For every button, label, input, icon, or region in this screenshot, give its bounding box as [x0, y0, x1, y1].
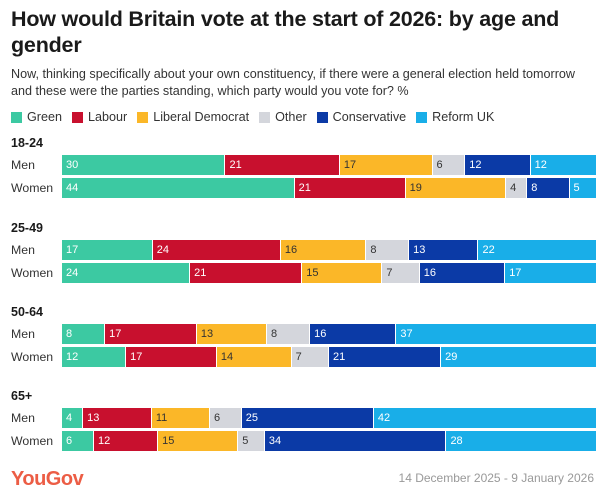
bar-segment-reform-uk: 37 [396, 324, 596, 344]
row-label-women: Women [11, 266, 54, 280]
legend-swatch [416, 111, 428, 123]
bar-segment-other: 7 [382, 263, 420, 283]
legend-label: Labour [88, 110, 128, 124]
group-label-65: 65+ [11, 389, 33, 403]
bar-segment-reform-uk: 28 [446, 431, 596, 451]
bar-segment-conservative: 13 [409, 240, 479, 260]
bar-segment-other: 7 [291, 347, 329, 367]
row-label-women: Women [11, 350, 54, 364]
bar-segment-liberal-democrat: 11 [151, 408, 211, 428]
bar-segment-other: 4 [506, 178, 528, 198]
legend-item-labour: Labour [72, 110, 127, 124]
legend: Green Labour Liberal Democrat Other Conserva… [11, 110, 504, 124]
legend-swatch [259, 111, 271, 123]
bar-segment-reform-uk: 5 [569, 178, 596, 198]
bar-segment-labour: 21 [225, 155, 340, 175]
bar-segment-green: 12 [62, 347, 127, 367]
chart-subtitle: Now, thinking specifically about your ow… [11, 67, 575, 98]
bar-segment-labour: 24 [152, 240, 281, 260]
bar-segment-conservative: 12 [465, 155, 531, 175]
bar-segment-liberal-democrat: 15 [302, 263, 383, 283]
bar-segment-reform-uk: 12 [530, 155, 596, 175]
bar-segment-conservative: 34 [264, 431, 447, 451]
bar-segment-liberal-democrat: 19 [405, 178, 507, 198]
bar-50-64-women: 12 17 14 7 21 29 [62, 347, 596, 367]
group-label-18-24: 18-24 [11, 136, 43, 150]
row-label-men: Men [11, 158, 35, 172]
legend-item-reform-uk: Reform UK [416, 110, 494, 124]
bar-segment-liberal-democrat: 17 [339, 155, 433, 175]
bar-segment-liberal-democrat: 14 [216, 347, 292, 367]
bar-segment-conservative: 16 [310, 324, 397, 344]
group-label-25-49: 25-49 [11, 221, 43, 235]
legend-label: Reform UK [432, 110, 495, 124]
bar-segment-other: 8 [366, 240, 410, 260]
legend-label: Conservative [332, 110, 407, 124]
legend-swatch [72, 111, 84, 123]
bar-segment-reform-uk: 22 [478, 240, 596, 260]
group-label-50-64: 50-64 [11, 305, 43, 319]
legend-item-liberal-democrat: Liberal Democrat [137, 110, 249, 124]
bar-segment-reform-uk: 42 [373, 408, 596, 428]
legend-label: Other [275, 110, 307, 124]
legend-swatch [137, 111, 149, 123]
bar-segment-labour: 21 [190, 263, 303, 283]
bar-segment-green: 17 [62, 240, 153, 260]
bar-segment-other: 6 [210, 408, 242, 428]
bar-50-64-men: 8 17 13 8 16 37 [62, 324, 596, 344]
bar-segment-labour: 17 [105, 324, 197, 344]
bar-segment-reform-uk: 29 [441, 347, 596, 367]
row-label-women: Women [11, 434, 54, 448]
bar-segment-green: 24 [62, 263, 191, 283]
bar-segment-labour: 13 [83, 408, 152, 428]
bar-18-24-men: 30 21 17 6 12 12 [62, 155, 596, 175]
bar-25-49-women: 24 21 15 7 16 17 [62, 263, 596, 283]
bar-segment-liberal-democrat: 15 [158, 431, 239, 451]
row-label-men: Men [11, 411, 35, 425]
bar-segment-conservative: 21 [328, 347, 442, 367]
row-label-women: Women [11, 181, 54, 195]
bar-65-women: 6 12 15 5 34 28 [62, 431, 596, 451]
bar-segment-green: 4 [62, 408, 84, 428]
bar-segment-labour: 12 [94, 431, 159, 451]
bar-segment-other: 6 [432, 155, 466, 175]
legend-item-conservative: Conservative [316, 110, 407, 124]
bar-65-men: 4 13 11 6 25 42 [62, 408, 596, 428]
bar-segment-other: 8 [266, 324, 311, 344]
bar-segment-green: 30 [62, 155, 226, 175]
bar-segment-green: 8 [62, 324, 106, 344]
bar-18-24-women: 44 21 19 4 8 5 [62, 178, 596, 198]
bar-segment-other: 5 [238, 431, 265, 451]
bar-segment-green: 44 [62, 178, 295, 198]
date-range: 14 December 2025 - 9 January 2026 [398, 471, 594, 485]
row-label-men: Men [11, 243, 35, 257]
bar-segment-conservative: 8 [527, 178, 570, 198]
bar-segment-labour: 21 [294, 178, 406, 198]
yougov-logo: YouGov [11, 468, 84, 490]
bar-25-49-men: 17 24 16 8 13 22 [62, 240, 596, 260]
legend-label: Green [27, 110, 63, 124]
legend-item-green: Green [11, 110, 62, 124]
bar-segment-green: 6 [62, 431, 95, 451]
chart-title: How would Britain vote at the start of 2… [11, 7, 560, 57]
bar-segment-reform-uk: 17 [505, 263, 596, 283]
bar-segment-conservative: 16 [419, 263, 506, 283]
row-label-men: Men [11, 327, 35, 341]
legend-label: Liberal Democrat [153, 110, 250, 124]
legend-item-other: Other [259, 110, 307, 124]
legend-swatch [316, 111, 328, 123]
legend-swatch [11, 111, 22, 123]
bar-segment-labour: 17 [126, 347, 217, 367]
bar-segment-conservative: 25 [241, 408, 374, 428]
bar-segment-liberal-democrat: 13 [196, 324, 267, 344]
bar-segment-liberal-democrat: 16 [280, 240, 367, 260]
